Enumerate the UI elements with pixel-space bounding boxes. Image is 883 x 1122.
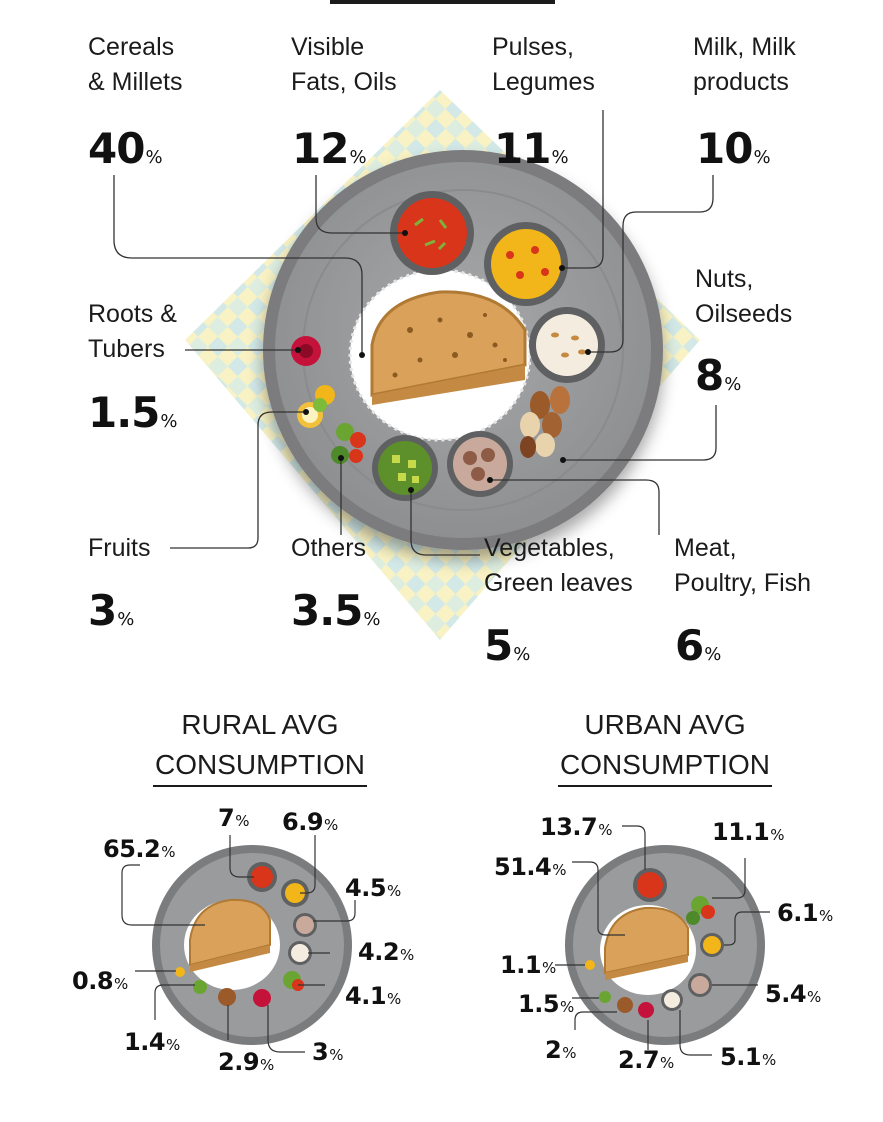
- rural-value-milk: 4.5%: [345, 874, 402, 902]
- rural-heading-line1: RURAL AVG: [181, 709, 339, 740]
- urban-heading: URBAN AVG CONSUMPTION: [525, 705, 805, 787]
- rural-heading: RURAL AVG CONSUMPTION: [120, 705, 400, 787]
- rural-plate: [152, 845, 352, 1045]
- value-milk: 10%: [696, 124, 771, 173]
- label-cereals-line2: & Millets: [88, 68, 183, 96]
- urban-value-milk: 5.1%: [720, 1043, 777, 1071]
- fruit-icon: [297, 385, 335, 428]
- label-others: Others: [291, 531, 366, 566]
- top-rule: [330, 0, 555, 4]
- rural-value-cereals: 65.2%: [103, 835, 176, 863]
- label-milk: Milk, Milk products: [693, 30, 796, 100]
- rural-value-fats: 7%: [218, 804, 250, 832]
- value-meat: 6%: [675, 621, 722, 670]
- curry-bowl-icon: [390, 191, 474, 275]
- value-others: 3.5%: [291, 586, 381, 635]
- urban-value-fruits: 1.1%: [500, 951, 557, 979]
- label-fats: Visible Fats, Oils: [291, 30, 397, 100]
- label-meat: Meat, Poultry, Fish: [674, 531, 811, 601]
- label-pulses-line1: Pulses,: [492, 33, 574, 61]
- label-roots: Roots & Tubers: [88, 297, 177, 367]
- value-nuts: 8%: [695, 351, 742, 400]
- label-fats-line2: Fats, Oils: [291, 68, 397, 96]
- label-milk-line1: Milk, Milk: [693, 33, 796, 61]
- label-meat-line2: Poultry, Fish: [674, 569, 812, 597]
- value-roots: 1.5%: [88, 388, 178, 437]
- label-roots-line1: Roots &: [88, 300, 177, 328]
- dal-bowl-icon: [484, 222, 568, 306]
- urban-plate: [565, 845, 765, 1045]
- urban-value-pulses: 6.1%: [777, 899, 834, 927]
- urban-value-vegetables: 2%: [545, 1036, 577, 1064]
- label-milk-line2: products: [693, 68, 789, 96]
- label-fruits: Fruits: [88, 531, 151, 566]
- label-nuts-line2: Oilseeds: [695, 300, 793, 328]
- label-pulses-line2: Legumes: [492, 68, 595, 96]
- rural-value-fruits: 0.8%: [72, 967, 129, 995]
- label-pulses: Pulses, Legumes: [492, 30, 595, 100]
- label-meat-line1: Meat,: [674, 534, 737, 562]
- label-nuts-line1: Nuts,: [695, 265, 754, 293]
- label-others-line1: Others: [291, 534, 367, 562]
- value-fats: 12%: [292, 124, 367, 173]
- label-nuts: Nuts, Oilseeds: [695, 262, 792, 332]
- urban-value-others: 11.1%: [712, 818, 785, 846]
- urban-value-meat: 5.4%: [765, 980, 822, 1008]
- beetroot-icon: [291, 336, 321, 366]
- vegetable-bowl-icon: [372, 435, 438, 501]
- roti-icon: [370, 290, 527, 405]
- value-fruits: 3%: [88, 586, 135, 635]
- meat-bowl-icon: [447, 431, 513, 497]
- label-vegetables: Vegetables, Green leaves: [484, 531, 633, 601]
- value-pulses: 11%: [494, 124, 569, 173]
- rural-value-others: 1.4%: [124, 1028, 181, 1056]
- milk-bowl-icon: [529, 307, 605, 383]
- urban-heading-line1: URBAN AVG: [584, 709, 746, 740]
- rural-value-meat: 4.1%: [345, 982, 402, 1010]
- nuts-icon: [520, 386, 570, 458]
- label-vegetables-line1: Vegetables,: [484, 534, 615, 562]
- others-icon: [331, 423, 366, 464]
- urban-heading-line2: CONSUMPTION: [558, 745, 772, 787]
- label-cereals-line1: Cereals: [88, 33, 175, 61]
- label-vegetables-line2: Green leaves: [484, 569, 633, 597]
- urban-value-nuts: 1.5%: [518, 990, 575, 1018]
- rural-value-roots: 3%: [312, 1038, 344, 1066]
- label-fats-line1: Visible: [291, 33, 365, 61]
- value-cereals: 40%: [88, 124, 163, 173]
- urban-value-cereals: 51.4%: [494, 853, 567, 881]
- rural-heading-line2: CONSUMPTION: [153, 745, 367, 787]
- rural-value-vegetables: 2.9%: [218, 1048, 275, 1076]
- value-vegetables: 5%: [484, 621, 531, 670]
- urban-value-fats: 13.7%: [540, 813, 613, 841]
- label-fruits-line1: Fruits: [88, 534, 151, 562]
- rural-value-nuts: 4.2%: [358, 938, 415, 966]
- label-cereals: Cereals & Millets: [88, 30, 182, 100]
- urban-value-roots: 2.7%: [618, 1046, 675, 1074]
- label-roots-line2: Tubers: [88, 335, 165, 363]
- rural-value-pulses: 6.9%: [282, 808, 339, 836]
